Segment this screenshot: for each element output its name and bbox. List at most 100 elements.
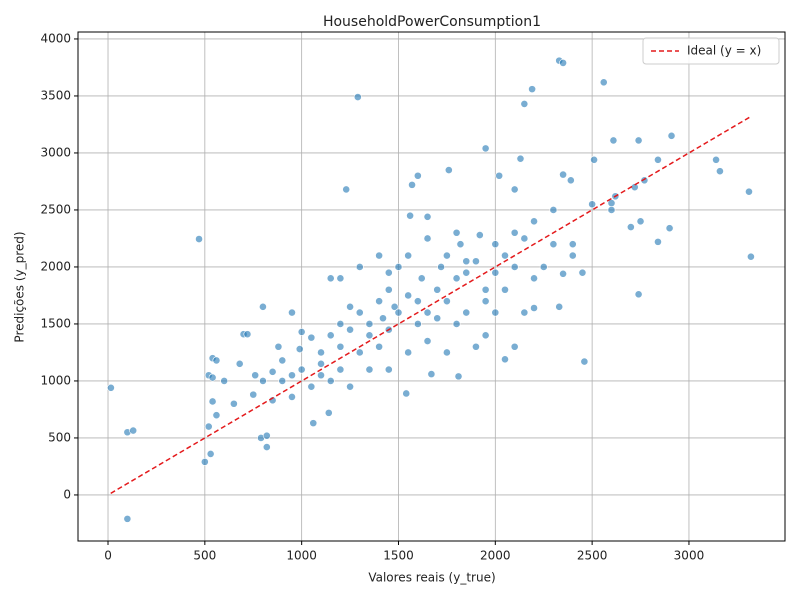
point — [456, 240, 465, 249]
point — [745, 187, 753, 196]
point — [555, 302, 564, 311]
point — [444, 166, 453, 174]
point — [404, 291, 413, 300]
point — [317, 371, 325, 380]
point — [278, 356, 287, 365]
point — [413, 171, 422, 180]
point — [384, 365, 393, 374]
point — [634, 290, 643, 299]
point — [462, 308, 471, 317]
point — [206, 450, 215, 458]
y-tick-label: 2500 — [40, 202, 71, 216]
point — [654, 237, 662, 246]
point — [549, 240, 558, 249]
point — [307, 382, 316, 391]
point — [530, 217, 538, 226]
point — [353, 93, 362, 101]
point — [274, 342, 283, 351]
point — [501, 251, 509, 260]
point — [309, 419, 318, 428]
legend-box — [642, 37, 780, 65]
point — [530, 274, 538, 283]
point — [437, 263, 445, 271]
y-tick-label: 4000 — [40, 31, 71, 45]
point — [365, 365, 374, 374]
point — [317, 359, 325, 368]
point — [442, 348, 451, 357]
point — [417, 274, 426, 283]
point — [355, 348, 364, 357]
point — [336, 365, 345, 374]
point — [406, 211, 415, 220]
point — [452, 228, 461, 237]
point — [462, 257, 471, 266]
x-tick-label: 3000 — [674, 549, 705, 563]
point — [454, 372, 463, 381]
point — [326, 377, 335, 385]
point — [481, 331, 490, 340]
point — [654, 155, 662, 164]
point — [423, 212, 432, 221]
point — [442, 297, 451, 306]
point — [375, 342, 384, 351]
point — [268, 367, 277, 376]
point — [667, 131, 676, 140]
point — [402, 389, 411, 398]
point — [442, 251, 451, 260]
point — [712, 155, 720, 164]
point — [495, 171, 504, 180]
y-tick-label: 3000 — [40, 145, 71, 159]
point — [559, 58, 567, 67]
point — [566, 176, 575, 185]
point — [243, 330, 252, 339]
point — [423, 337, 432, 345]
point — [510, 342, 519, 351]
point — [607, 206, 616, 214]
y-tick-label: 1000 — [40, 373, 71, 387]
point — [481, 285, 490, 294]
point — [433, 285, 442, 294]
point — [568, 251, 577, 260]
point — [355, 263, 364, 271]
point — [336, 342, 345, 351]
point — [510, 263, 519, 271]
x-tick-label: 500 — [193, 549, 216, 563]
point — [195, 235, 203, 243]
point — [278, 377, 287, 385]
point — [259, 302, 267, 311]
x-tick-label: 0 — [104, 549, 112, 563]
point — [390, 302, 399, 311]
point — [200, 457, 209, 466]
point — [520, 100, 529, 108]
point — [481, 144, 490, 153]
y-tick-label: 500 — [48, 430, 71, 444]
point — [408, 180, 416, 189]
point — [510, 185, 519, 194]
point — [423, 234, 432, 243]
point — [262, 431, 271, 440]
point — [365, 331, 374, 340]
point — [580, 357, 589, 366]
point — [336, 274, 345, 283]
point — [346, 302, 354, 311]
point — [423, 308, 432, 317]
point — [346, 325, 354, 334]
point — [491, 308, 500, 317]
point — [491, 240, 500, 249]
y-tick-label: 3500 — [40, 88, 71, 102]
point — [288, 393, 296, 401]
point — [427, 370, 436, 379]
point — [472, 257, 480, 266]
point — [559, 170, 567, 179]
point — [452, 320, 461, 328]
point — [634, 136, 643, 145]
point — [539, 263, 548, 271]
point — [251, 371, 260, 380]
point — [599, 78, 608, 87]
legend-label: Ideal (y = x) — [687, 44, 761, 58]
plot-frame — [77, 31, 786, 542]
point — [501, 285, 509, 294]
point — [665, 224, 674, 233]
point — [394, 263, 403, 271]
